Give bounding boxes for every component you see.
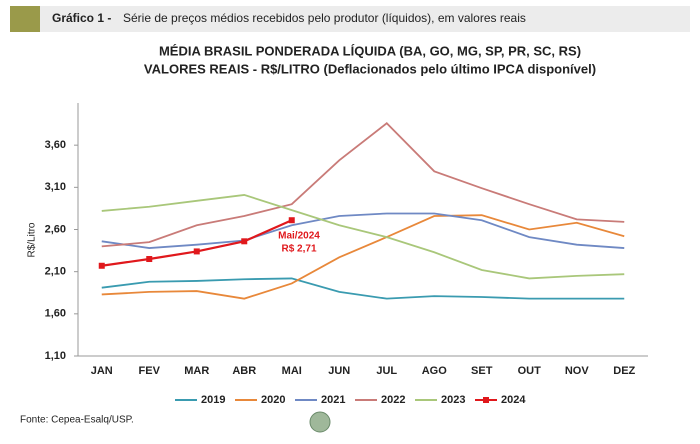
chart-title: MÉDIA BRASIL PONDERADA LÍQUIDA (BA, GO, … bbox=[159, 43, 581, 58]
annotation: Mai/2024 bbox=[278, 231, 320, 242]
x-tick-label: ABR bbox=[232, 365, 256, 377]
series-line bbox=[101, 277, 625, 300]
y-tick-label: 1,10 bbox=[45, 350, 66, 362]
y-tick-label: 2,10 bbox=[45, 266, 66, 278]
x-tick-label: DEZ bbox=[613, 365, 635, 377]
legend-label: 2022 bbox=[381, 394, 405, 406]
x-tick-label: MAR bbox=[184, 365, 209, 377]
x-tick-label: SET bbox=[471, 365, 493, 377]
header-label: Gráfico 1 - bbox=[52, 11, 111, 25]
header-square bbox=[10, 6, 40, 32]
series-marker bbox=[288, 217, 295, 224]
legend-label: 2019 bbox=[201, 394, 225, 406]
x-tick-label: AGO bbox=[422, 365, 448, 377]
chart-subtitle: VALORES REAIS - R$/LITRO (Deflacionados … bbox=[144, 61, 596, 76]
legend-marker bbox=[483, 397, 489, 403]
series-line bbox=[101, 214, 625, 300]
source: Fonte: Cepea-Esalq/USP. bbox=[20, 415, 134, 426]
annotation: R$ 2,71 bbox=[281, 244, 316, 255]
series-line bbox=[101, 122, 625, 248]
y-tick-label: 3,60 bbox=[45, 139, 66, 151]
series-marker bbox=[241, 238, 248, 245]
header-band bbox=[10, 6, 690, 32]
series-marker bbox=[98, 262, 105, 269]
x-tick-label: JAN bbox=[91, 365, 113, 377]
x-tick-label: OUT bbox=[518, 365, 542, 377]
series-marker bbox=[193, 248, 200, 255]
y-axis-label: R$/Litro bbox=[27, 222, 38, 257]
series-line bbox=[101, 212, 625, 249]
x-tick-label: JUN bbox=[328, 365, 350, 377]
y-tick-label: 3,10 bbox=[45, 181, 66, 193]
series-line bbox=[101, 194, 625, 280]
legend-label: 2024 bbox=[501, 394, 526, 406]
legend-label: 2023 bbox=[441, 394, 465, 406]
logo bbox=[309, 411, 331, 433]
legend-label: 2020 bbox=[261, 394, 285, 406]
x-tick-label: FEV bbox=[139, 365, 161, 377]
x-tick-label: NOV bbox=[565, 365, 590, 377]
y-tick-label: 2,60 bbox=[45, 223, 66, 235]
series-marker bbox=[146, 256, 153, 263]
y-tick-label: 1,60 bbox=[45, 308, 66, 320]
header-text: Série de preços médios recebidos pelo pr… bbox=[123, 11, 526, 25]
x-tick-label: JUL bbox=[376, 365, 397, 377]
x-tick-label: MAI bbox=[282, 365, 302, 377]
legend-label: 2021 bbox=[321, 394, 345, 406]
